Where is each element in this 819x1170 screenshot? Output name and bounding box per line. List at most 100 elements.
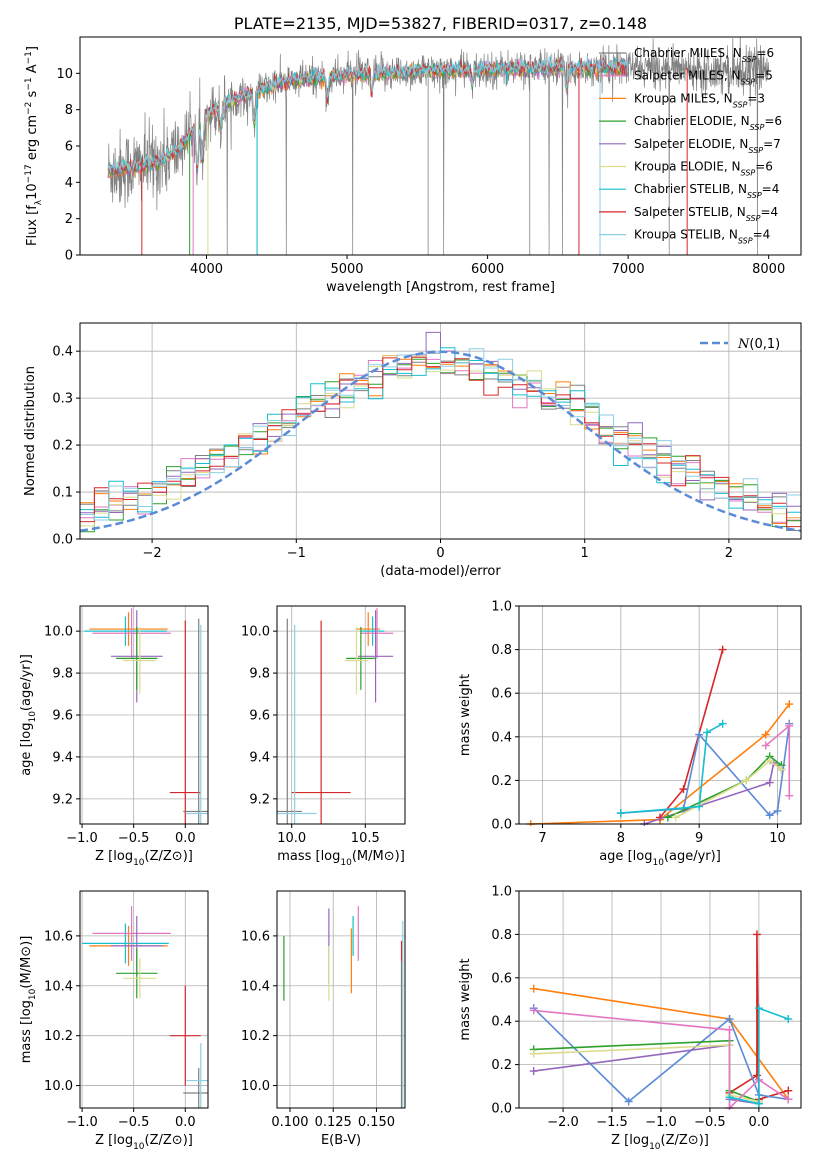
weight-series-group	[526, 700, 794, 826]
y-tick-label: 0.4	[491, 1015, 512, 1030]
weight-point-marker	[742, 776, 751, 785]
grid-lines	[277, 891, 405, 1108]
x-axis-label: (data-model)/error	[380, 564, 501, 579]
x-tick-label: −1.5	[596, 1115, 628, 1130]
weight-point-marker	[529, 1049, 538, 1058]
errorbar-point	[183, 618, 208, 824]
y-tick-label: 0	[65, 249, 73, 264]
y-tick-label: 10	[56, 67, 73, 82]
x-tick-label: 0	[436, 546, 444, 561]
chart-mass-weight-vs-z: −2.0 −1.5 −1.0 −0.5 0.0 0.0 0.2 0.4 0.6 0.8 1.0 Z […	[458, 885, 802, 1152]
weight-point-marker	[725, 1025, 734, 1034]
y-tick-label: 9.6	[249, 709, 270, 724]
errorbar-point	[277, 624, 317, 824]
errorbar-point	[186, 624, 208, 824]
y-tick-label: 9.4	[249, 750, 270, 765]
chart-mass-weight-vs-age: 7 8 9 10 0.0 0.2 0.4 0.6 0.8 1.0 age [log10(age/yr…	[458, 600, 802, 868]
errorbar-point	[92, 905, 171, 961]
legend-entry: Kroupa ELODIE, NSSP=6	[634, 160, 773, 178]
x-tick-label: 0.100	[271, 1115, 308, 1130]
x-tick-label: 2	[725, 546, 733, 561]
weight-point-marker	[624, 1097, 633, 1106]
axes-frame	[518, 890, 802, 1109]
errorbar-point	[360, 608, 394, 659]
y-tick-label: 9.8	[52, 667, 73, 682]
errorbar-point	[169, 985, 201, 1086]
errorbar-point	[92, 608, 171, 659]
weight-point-marker	[754, 1099, 763, 1108]
grid-lines	[519, 605, 801, 825]
errorbars	[283, 905, 404, 1108]
errorbars	[82, 905, 208, 1108]
x-axis-label: E(B-V)	[321, 1133, 361, 1148]
y-tick-label: 1.0	[491, 600, 512, 615]
x-tick-label: 7000	[612, 262, 645, 277]
weight-point-marker	[765, 811, 774, 820]
x-axis-label: age [log10(age/yr)]	[599, 849, 721, 868]
weight-point-marker	[754, 1004, 763, 1013]
weight-point-marker	[725, 1015, 734, 1024]
errorbar-point	[82, 923, 169, 964]
grid-lines	[277, 606, 405, 824]
y-tick-label: 0.3	[52, 392, 73, 407]
y-tick-label: 10.2	[241, 1029, 270, 1044]
y-axis-label: Flux [fλ10−17 erg cm−2 s−1 A−1]	[24, 46, 44, 246]
legend-entry: N(0,1)	[737, 337, 780, 352]
y-tick-label: 1.0	[491, 885, 512, 900]
x-tick-label: 4000	[190, 262, 223, 277]
x-tick-label: −2	[143, 546, 162, 561]
weight-series-line	[729, 1007, 789, 1105]
y-tick-label: 9.2	[249, 792, 270, 807]
y-tick-label: 10.0	[241, 1079, 270, 1094]
spectrum-legend: Chabrier MILES, NSSP=6 Salpeter MILES, NS…	[599, 46, 782, 245]
y-tick-label: 4	[65, 176, 73, 191]
weight-point-marker	[765, 778, 774, 787]
y-tick-label: 9.2	[52, 792, 73, 807]
errorbar-point	[123, 626, 157, 695]
weight-point-marker	[671, 813, 680, 822]
x-tick-label: −0.5	[118, 1115, 150, 1130]
axes-frame	[518, 605, 802, 825]
y-axis-label: age [log10(age/yr)]	[19, 654, 38, 776]
x-axis-label: Z [log10(Z/Z⊙)]	[95, 1133, 193, 1152]
errorbar-point	[357, 610, 394, 703]
errorbar-point	[183, 1068, 208, 1108]
legend-entry: Kroupa STELIB, NSSP=4	[634, 228, 770, 246]
y-axis-label: Normed distribution	[23, 366, 38, 496]
chart-spectrum: 4000 5000 6000 7000 8000 0 2 4 6 8 10 wavelength [A…	[24, 14, 802, 295]
y-tick-label: 0.6	[491, 687, 512, 702]
y-axis-label: mass weight	[458, 958, 473, 1040]
weight-series-group	[761, 721, 794, 800]
chart-age-vs-mass: 10.0 10.5 9.2 9.4 9.6 9.8 10.0 mass [log10(M/M⊙…	[241, 605, 406, 868]
legend-entry: Salpeter MILES, NSSP=5	[634, 69, 773, 87]
x-tick-label: 0.0	[749, 1115, 770, 1130]
weight-series-line	[533, 1039, 760, 1103]
axes-frame	[79, 890, 209, 1109]
chart-age-vs-z: −1.0 −0.5 0.0 9.2 9.4 9.6 9.8 10.0 Z [log10(Z/Z⊙…	[19, 605, 209, 868]
weight-point-marker	[663, 813, 672, 822]
axes-frame	[276, 890, 406, 1109]
x-tick-label: 10.5	[351, 831, 380, 846]
y-axis-label: mass weight	[458, 674, 473, 756]
x-tick-label: 1	[581, 546, 589, 561]
weight-series-group	[529, 1041, 763, 1106]
spectrum-lines	[107, 37, 770, 255]
weight-point-marker	[784, 1095, 793, 1104]
normal-curve-line	[80, 350, 801, 533]
weight-point-marker	[529, 1006, 538, 1015]
errorbars	[277, 608, 394, 824]
x-tick-label: −1	[287, 546, 306, 561]
errorbar-point	[84, 616, 167, 646]
x-tick-label: −1.0	[645, 1115, 677, 1130]
weight-series-group	[725, 1004, 793, 1108]
errorbars	[84, 608, 208, 824]
y-tick-label: 0.8	[491, 643, 512, 658]
weight-point-marker	[785, 721, 794, 730]
weight-series-group	[616, 719, 727, 818]
x-tick-label: −2.0	[547, 1115, 579, 1130]
y-tick-label: 0.4	[52, 345, 73, 360]
y-tick-label: 0.4	[491, 730, 512, 745]
weight-series-line	[533, 1044, 760, 1105]
weight-point-marker	[679, 785, 688, 794]
x-tick-label: 0.150	[358, 1115, 395, 1130]
